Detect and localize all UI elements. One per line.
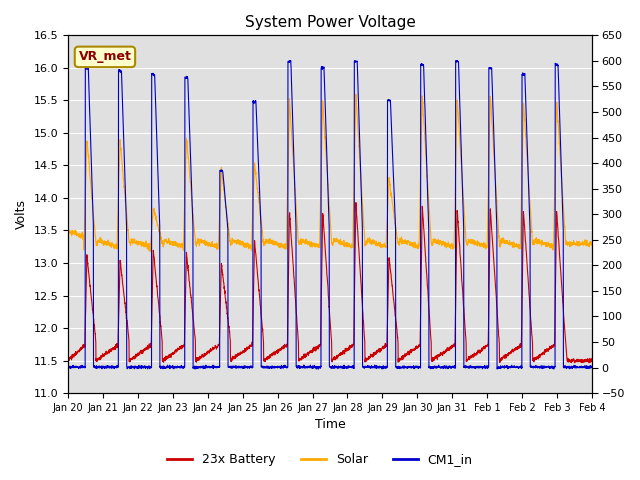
Line: Solar: Solar xyxy=(68,94,592,252)
Solar xyxy=(265,236,273,242)
Y-axis label: Volts: Volts xyxy=(15,199,28,229)
Line: 23x Battery: 23x Battery xyxy=(68,203,592,363)
23x Battery xyxy=(588,358,596,363)
CM1_in xyxy=(578,365,586,371)
Solar xyxy=(588,240,596,246)
Solar xyxy=(155,227,163,233)
Solar xyxy=(578,241,586,247)
CM1_in xyxy=(265,364,273,370)
CM1_in xyxy=(286,58,294,63)
CM1_in xyxy=(64,363,72,369)
23x Battery xyxy=(522,238,529,243)
Legend: 23x Battery, Solar, CM1_in: 23x Battery, Solar, CM1_in xyxy=(163,448,477,471)
23x Battery xyxy=(124,326,132,332)
Solar xyxy=(288,132,296,138)
Line: CM1_in: CM1_in xyxy=(68,60,592,369)
Solar xyxy=(352,91,360,97)
CM1_in xyxy=(124,365,132,371)
Title: System Power Voltage: System Power Voltage xyxy=(244,15,415,30)
23x Battery xyxy=(288,240,296,246)
23x Battery xyxy=(155,304,163,310)
23x Battery xyxy=(571,360,579,366)
CM1_in xyxy=(314,366,322,372)
Solar xyxy=(522,131,529,137)
Text: VR_met: VR_met xyxy=(79,50,131,63)
Solar xyxy=(124,225,132,230)
23x Battery xyxy=(265,354,273,360)
CM1_in xyxy=(288,89,296,95)
Solar xyxy=(147,249,154,254)
23x Battery xyxy=(578,357,586,362)
Solar xyxy=(64,226,72,231)
CM1_in xyxy=(588,364,596,370)
CM1_in xyxy=(522,91,529,97)
23x Battery xyxy=(352,200,360,205)
23x Battery xyxy=(64,356,72,362)
CM1_in xyxy=(155,196,163,202)
X-axis label: Time: Time xyxy=(315,419,346,432)
